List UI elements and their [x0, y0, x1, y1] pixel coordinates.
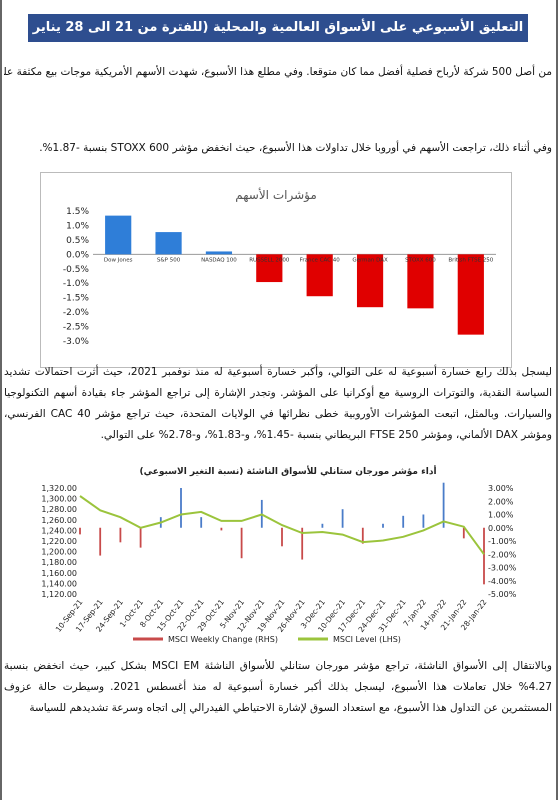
- report-title-banner: التعليق الأسبوعي على الأسواق العالمية وا…: [28, 14, 528, 63]
- y-left-tick-label: 1,160.00: [41, 569, 77, 578]
- msci-em-combo-chart: أداء مؤشر مورجان ستانلي للأسواق الناشئة …: [18, 462, 538, 648]
- y-right-tick-label: -4.00%: [488, 577, 517, 586]
- paragraph-europe-details: ليسجل بذلك رابع خسارة أسبوعية له على الت…: [4, 366, 552, 441]
- chart-title: أداء مؤشر مورجان ستانلي للأسواق الناشئة …: [139, 465, 436, 477]
- weekly-change-bar: [422, 514, 425, 528]
- y-left-tick-label: 1,320.00: [41, 484, 77, 493]
- y-tick-label: -2.5%: [63, 323, 90, 333]
- y-right-tick-label: 0.00%: [488, 524, 514, 533]
- bar: [407, 254, 434, 309]
- msci-level-line: [79, 495, 485, 555]
- y-left-tick-label: 1,220.00: [41, 537, 77, 546]
- y-right-tick-label: -2.00%: [488, 550, 517, 559]
- paragraph-europe: وفي أثناء ذلك، تراجعت الأسهم في أوروبا خ…: [39, 142, 552, 154]
- weekly-change-bar: [462, 527, 465, 539]
- weekly-change-bar: [361, 527, 364, 544]
- category-label: NASDAQ 100: [201, 257, 237, 263]
- category-label: German DAX: [352, 257, 388, 263]
- paragraph-intro: من أصل 500 شركة لأرباح فصلية أفضل مما كا…: [4, 66, 552, 78]
- weekly-change-bar: [180, 488, 182, 528]
- weekly-change-bar: [281, 527, 283, 547]
- y-tick-label: 0.0%: [66, 250, 89, 260]
- weekly-change-bar: [79, 527, 81, 535]
- bar: [205, 251, 233, 255]
- legend-label-change: MSCI Weekly Change (RHS): [168, 635, 278, 644]
- weekly-change-bar: [240, 527, 243, 559]
- y-right-tick-label: 1.00%: [488, 511, 514, 520]
- weekly-change-bar: [220, 527, 223, 531]
- y-tick-label: 1.5%: [66, 207, 89, 217]
- chart-title: مؤشرات الأسهم: [235, 187, 317, 203]
- weekly-change-bar: [483, 527, 485, 585]
- bar: [256, 254, 283, 283]
- weekly-change-bar: [99, 527, 102, 556]
- weekly-change-bar: [382, 523, 384, 528]
- y-tick-label: -0.5%: [63, 265, 90, 275]
- category-label: British FTSE 250: [448, 257, 493, 263]
- y-tick-label: -2.0%: [63, 308, 90, 318]
- indices-weekly-bar-chart: مؤشرات الأسهم 1.5% 1.0% 0.5% 0.0% -0.5% -1.0% -…: [40, 172, 512, 368]
- y-right-tick-label: 3.00%: [488, 484, 514, 493]
- paragraph-emerging-markets: وبالانتقال إلى الأسواق الناشئة، تراجع مؤ…: [4, 660, 552, 714]
- legend-label-level: MSCI Level (LHS): [333, 635, 401, 644]
- y-tick-label: -3.0%: [63, 337, 90, 347]
- y-right-tick-label: -5.00%: [488, 590, 517, 599]
- y-left-tick-label: 1,240.00: [41, 526, 77, 535]
- bar: [306, 254, 333, 297]
- y-left-tick-label: 1,260.00: [41, 516, 77, 525]
- y-left-tick-label: 1,200.00: [41, 548, 77, 557]
- category-label: S&P 500: [157, 257, 181, 263]
- y-right-tick-label: -1.00%: [488, 537, 517, 546]
- weekly-change-bar: [341, 509, 344, 528]
- category-label: France CAC 40: [300, 257, 341, 263]
- y-left-tick-label: 1,280.00: [41, 505, 77, 514]
- indices-bar-chart-svg: مؤشرات الأسهم 1.5% 1.0% 0.5% 0.0% -0.5% -1.0% -…: [63, 187, 496, 347]
- bar: [105, 215, 132, 255]
- category-label: STOXX 600: [405, 257, 436, 263]
- y-left-tick-label: 1,180.00: [41, 558, 77, 567]
- y-tick-label: -1.0%: [63, 279, 90, 289]
- weekly-change-bar: [200, 517, 203, 528]
- y-left-tick-label: 1,300.00: [41, 495, 77, 504]
- y-right-tick-label: -3.00%: [488, 564, 517, 573]
- bar: [155, 232, 182, 255]
- y-left-tick-label: 1,120.00: [41, 590, 77, 599]
- bar: [356, 254, 384, 308]
- weekly-change-bar: [139, 527, 142, 548]
- weekly-change-bar: [402, 515, 405, 528]
- category-label: RUSSELL 2000: [249, 257, 290, 263]
- page-border-left: [0, 0, 2, 800]
- y-tick-label: 0.5%: [66, 236, 89, 246]
- weekly-change-bar: [119, 527, 122, 543]
- bar: [457, 254, 484, 335]
- page-border-right: [556, 0, 558, 800]
- y-right-tick-label: 2.00%: [488, 497, 514, 506]
- y-tick-label: 1.0%: [66, 221, 89, 231]
- y-left-tick-label: 1,140.00: [41, 579, 77, 588]
- category-label: Dow Jones: [104, 257, 133, 263]
- weekly-change-bar: [321, 523, 324, 528]
- weekly-change-bar: [301, 527, 304, 560]
- msci-chart-svg: أداء مؤشر مورجان ستانلي للأسواق الناشئة …: [41, 465, 517, 644]
- y-tick-label: -1.5%: [63, 294, 90, 304]
- weekly-change-bar: [442, 482, 445, 528]
